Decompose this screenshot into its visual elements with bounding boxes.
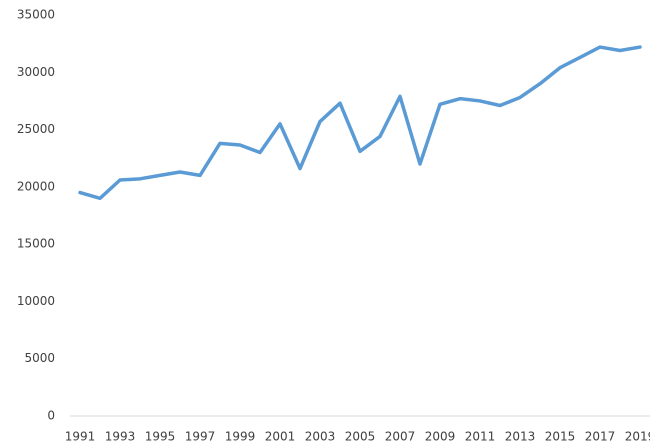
x-tick-label: 1991 xyxy=(65,430,96,444)
line xyxy=(78,45,642,201)
y-tick-label: 30000 xyxy=(17,65,55,79)
x-tick-label: 1997 xyxy=(185,430,216,444)
x-tick-label: 2019 xyxy=(625,430,650,444)
x-tick-label: 2015 xyxy=(545,430,576,444)
x-tick-label: 2007 xyxy=(385,430,416,444)
x-tick-label: 1993 xyxy=(105,430,136,444)
y-tick-label: 0 xyxy=(47,409,55,423)
y-tick-label: 5000 xyxy=(24,351,55,365)
x-tick-label: 2009 xyxy=(425,430,456,444)
x-tick-label: 2001 xyxy=(265,430,296,444)
x-tick-label: 2011 xyxy=(465,430,496,444)
x-tick-label: 1995 xyxy=(145,430,176,444)
y-tick-label: 25000 xyxy=(17,122,55,136)
y-tick-label: 15000 xyxy=(17,237,55,251)
x-tick-label: 1999 xyxy=(225,430,256,444)
x-tick-label: 2013 xyxy=(505,430,536,444)
x-tick-label: 2005 xyxy=(345,430,376,444)
y-tick-label: 10000 xyxy=(17,294,55,308)
x-tick-label: 2003 xyxy=(305,430,336,444)
y-tick-label: 35000 xyxy=(17,8,55,22)
y-tick-label: 20000 xyxy=(17,179,55,193)
x-tick-label: 2017 xyxy=(585,430,616,444)
